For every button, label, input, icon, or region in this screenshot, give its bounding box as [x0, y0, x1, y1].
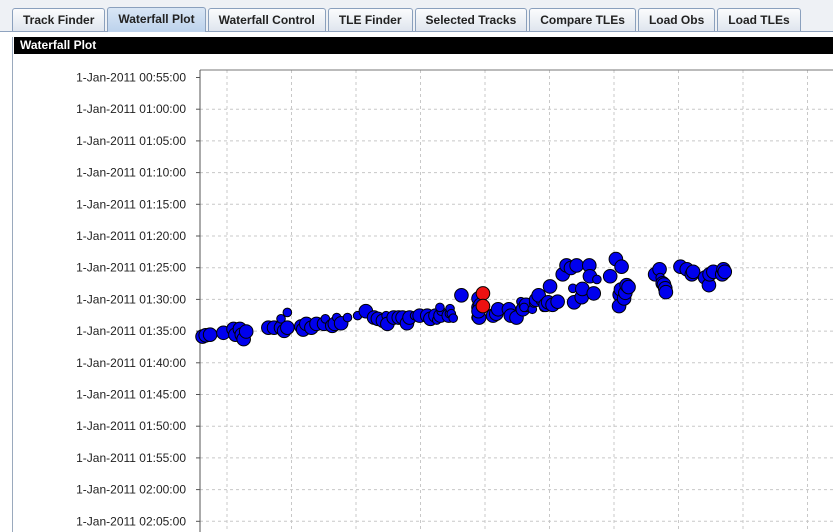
data-point[interactable]: [621, 279, 636, 295]
tab-waterfall-plot[interactable]: Waterfall Plot: [107, 7, 206, 32]
y-tick-label: 1-Jan-2011 01:05:00: [76, 134, 186, 148]
tab-compare-tles[interactable]: Compare TLEs: [529, 8, 636, 31]
y-tick-label: 1-Jan-2011 01:10:00: [76, 166, 186, 180]
data-point[interactable]: [614, 259, 629, 275]
data-point[interactable]: [685, 264, 701, 280]
data-point[interactable]: [519, 302, 529, 313]
y-tick-label: 1-Jan-2011 01:35:00: [76, 324, 186, 338]
tab-load-tles[interactable]: Load TLEs: [717, 8, 801, 31]
y-tick-label: 1-Jan-2011 01:40:00: [76, 356, 186, 370]
data-point[interactable]: [238, 324, 254, 339]
y-tick-label: 1-Jan-2011 01:00:00: [76, 102, 186, 116]
y-tick-label: 1-Jan-2011 01:20:00: [76, 229, 186, 243]
waterfall-plot-svg[interactable]: 1-Jan-2011 00:55:00 1-Jan-2011 01:00:00 1-…: [14, 54, 833, 532]
data-point[interactable]: [586, 286, 602, 301]
y-tick-label: 1-Jan-2011 02:00:00: [76, 483, 186, 497]
data-point[interactable]: [342, 312, 353, 323]
data-point[interactable]: [454, 288, 469, 303]
panel-border: [12, 37, 13, 532]
y-tick-label: 1-Jan-2011 01:15:00: [76, 197, 186, 211]
highlighted-point[interactable]: [475, 286, 491, 301]
data-point[interactable]: [435, 302, 445, 313]
panel-title: Waterfall Plot: [14, 37, 833, 54]
data-point[interactable]: [602, 268, 618, 284]
data-point[interactable]: [276, 314, 286, 324]
y-tick-label: 1-Jan-2011 01:50:00: [76, 419, 186, 433]
tab-bar: Track Finder Waterfall Plot Waterfall Cont…: [0, 0, 833, 32]
y-tick-label: 1-Jan-2011 02:05:00: [76, 514, 186, 528]
data-point[interactable]: [448, 313, 459, 323]
waterfall-plot[interactable]: 1-Jan-2011 00:55:00 1-Jan-2011 01:00:00 1-…: [14, 54, 833, 532]
data-point[interactable]: [592, 274, 602, 285]
y-tick-label: 1-Jan-2011 01:55:00: [76, 451, 186, 465]
tab-load-obs[interactable]: Load Obs: [637, 8, 716, 31]
tab-tle-finder[interactable]: TLE Finder: [327, 8, 413, 31]
tab-waterfall-control[interactable]: Waterfall Control: [207, 8, 326, 31]
y-tick-label: 1-Jan-2011 00:55:00: [76, 71, 186, 85]
data-point[interactable]: [550, 294, 565, 309]
data-point[interactable]: [282, 307, 293, 318]
y-tick-label: 1-Jan-2011 01:25:00: [76, 261, 186, 275]
y-tick-label: 1-Jan-2011 01:30:00: [76, 292, 186, 306]
data-point[interactable]: [280, 320, 295, 335]
highlighted-point[interactable]: [475, 298, 491, 314]
data-point[interactable]: [542, 279, 558, 294]
data-point[interactable]: [658, 284, 674, 300]
data-point[interactable]: [717, 264, 733, 280]
tab-track-finder[interactable]: Track Finder: [12, 8, 106, 31]
tab-strip: Track Finder Waterfall Plot Waterfall Cont…: [12, 7, 803, 32]
data-point[interactable]: [202, 327, 218, 342]
y-tick-label: 1-Jan-2011 01:45:00: [76, 388, 186, 402]
tab-selected-tracks[interactable]: Selected Tracks: [414, 8, 528, 31]
data-point[interactable]: [569, 258, 584, 273]
